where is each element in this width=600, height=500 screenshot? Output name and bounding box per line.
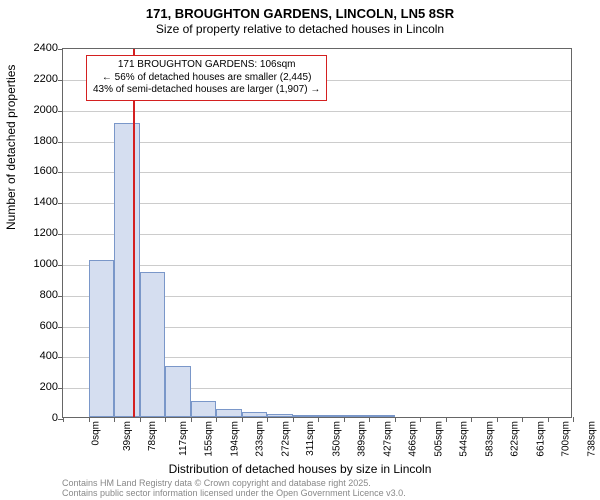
- xtick-mark: [522, 417, 523, 422]
- ytick-label: 800: [18, 289, 58, 301]
- xtick-mark: [369, 417, 370, 422]
- xtick-mark: [140, 417, 141, 422]
- xtick-mark: [165, 417, 166, 422]
- xtick-mark: [395, 417, 396, 422]
- xtick-label: 583sqm: [484, 421, 495, 457]
- annotation-box: 171 BROUGHTON GARDENS: 106sqm ← 56% of d…: [86, 55, 327, 101]
- xtick-label: 389sqm: [357, 421, 368, 457]
- histogram-plot: [62, 48, 572, 418]
- ytick-label: 0: [18, 412, 58, 424]
- annotation-line-2: ← 56% of detached houses are smaller (2,…: [93, 72, 320, 85]
- histogram-bar: [165, 366, 191, 417]
- ytick-label: 1600: [18, 165, 58, 177]
- ytick-mark: [58, 49, 63, 50]
- ytick-label: 1400: [18, 196, 58, 208]
- histogram-bar: [318, 415, 344, 417]
- xtick-label: 0sqm: [90, 421, 101, 445]
- xtick-mark: [420, 417, 421, 422]
- xtick-label: 117sqm: [177, 421, 188, 456]
- histogram-bar: [114, 123, 140, 417]
- ytick-mark: [58, 203, 63, 204]
- ytick-label: 2000: [18, 104, 58, 116]
- xtick-mark: [114, 417, 115, 422]
- xtick-mark: [471, 417, 472, 422]
- xtick-label: 661sqm: [535, 421, 546, 457]
- xtick-label: 39sqm: [122, 421, 133, 451]
- xtick-mark: [318, 417, 319, 422]
- y-axis-label: Number of detached properties: [4, 65, 18, 230]
- ytick-label: 2400: [18, 42, 58, 54]
- xtick-label: 700sqm: [561, 421, 572, 457]
- xtick-label: 155sqm: [204, 421, 215, 457]
- ytick-label: 600: [18, 320, 58, 332]
- gridline: [63, 111, 571, 112]
- footer-attribution: Contains HM Land Registry data © Crown c…: [62, 478, 406, 498]
- title-block: 171, BROUGHTON GARDENS, LINCOLN, LN5 8SR…: [0, 0, 600, 36]
- ytick-mark: [58, 327, 63, 328]
- page-title: 171, BROUGHTON GARDENS, LINCOLN, LN5 8SR: [0, 6, 600, 21]
- xtick-label: 427sqm: [382, 421, 393, 457]
- annotation-line-1: 171 BROUGHTON GARDENS: 106sqm: [93, 59, 320, 72]
- xtick-label: 311sqm: [305, 421, 316, 456]
- xtick-mark: [446, 417, 447, 422]
- ytick-label: 2200: [18, 73, 58, 85]
- histogram-bar: [191, 401, 217, 417]
- ytick-mark: [58, 172, 63, 173]
- histogram-bar: [242, 412, 268, 417]
- xtick-label: 622sqm: [510, 421, 521, 457]
- xtick-label: 505sqm: [433, 421, 444, 457]
- histogram-bar: [216, 409, 242, 417]
- xtick-label: 350sqm: [331, 421, 342, 457]
- xtick-label: 272sqm: [280, 421, 291, 457]
- xtick-mark: [548, 417, 549, 422]
- ytick-mark: [58, 357, 63, 358]
- histogram-bar: [140, 272, 166, 417]
- ytick-label: 400: [18, 350, 58, 362]
- xtick-label: 544sqm: [459, 421, 470, 457]
- histogram-bar: [293, 415, 319, 417]
- footer-line-1: Contains HM Land Registry data © Crown c…: [62, 478, 406, 488]
- xtick-label: 738sqm: [586, 421, 597, 457]
- ytick-mark: [58, 80, 63, 81]
- xtick-mark: [497, 417, 498, 422]
- footer-line-2: Contains public sector information licen…: [62, 488, 406, 498]
- xtick-mark: [89, 417, 90, 422]
- xtick-mark: [267, 417, 268, 422]
- xtick-mark: [63, 417, 64, 422]
- ytick-label: 200: [18, 381, 58, 393]
- x-axis-label: Distribution of detached houses by size …: [0, 462, 600, 476]
- histogram-bar: [344, 415, 370, 417]
- ytick-mark: [58, 265, 63, 266]
- ytick-label: 1200: [18, 227, 58, 239]
- xtick-mark: [573, 417, 574, 422]
- ytick-label: 1000: [18, 258, 58, 270]
- xtick-mark: [191, 417, 192, 422]
- ytick-label: 1800: [18, 135, 58, 147]
- xtick-label: 466sqm: [408, 421, 419, 457]
- xtick-mark: [216, 417, 217, 422]
- xtick-label: 233sqm: [255, 421, 266, 457]
- xtick-label: 194sqm: [229, 421, 240, 457]
- histogram-bar: [89, 260, 115, 417]
- xtick-mark: [242, 417, 243, 422]
- annotation-line-3: 43% of semi-detached houses are larger (…: [93, 84, 320, 97]
- xtick-mark: [344, 417, 345, 422]
- histogram-bar: [267, 414, 293, 417]
- page-subtitle: Size of property relative to detached ho…: [0, 22, 600, 36]
- ytick-mark: [58, 142, 63, 143]
- histogram-bar: [369, 415, 395, 417]
- reference-line: [133, 49, 135, 417]
- xtick-mark: [293, 417, 294, 422]
- ytick-mark: [58, 111, 63, 112]
- ytick-mark: [58, 296, 63, 297]
- xtick-label: 78sqm: [147, 421, 158, 451]
- ytick-mark: [58, 388, 63, 389]
- ytick-mark: [58, 234, 63, 235]
